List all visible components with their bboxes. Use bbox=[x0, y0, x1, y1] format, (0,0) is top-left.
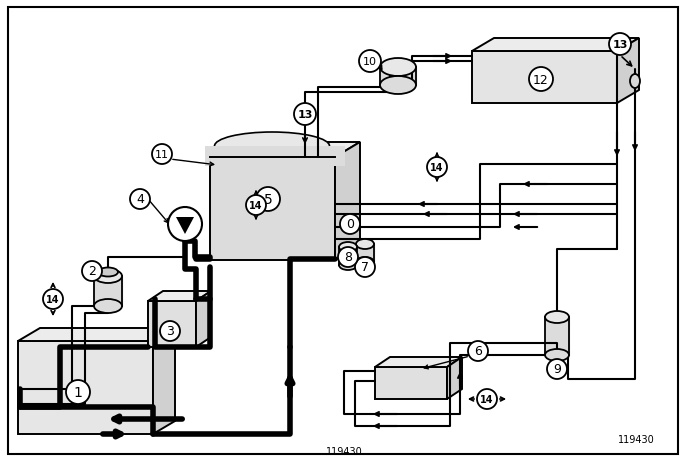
Ellipse shape bbox=[339, 260, 357, 270]
Polygon shape bbox=[545, 317, 569, 355]
Text: 13: 13 bbox=[612, 40, 627, 50]
Circle shape bbox=[338, 247, 358, 268]
Text: 5: 5 bbox=[264, 193, 272, 206]
Circle shape bbox=[160, 321, 180, 341]
Text: 10: 10 bbox=[363, 57, 377, 67]
Text: 7: 7 bbox=[361, 261, 369, 274]
Circle shape bbox=[152, 144, 172, 165]
Ellipse shape bbox=[339, 243, 357, 252]
Polygon shape bbox=[356, 244, 374, 263]
Circle shape bbox=[427, 158, 447, 178]
Polygon shape bbox=[153, 328, 175, 434]
Polygon shape bbox=[472, 39, 639, 52]
Circle shape bbox=[43, 289, 63, 309]
Text: 14: 14 bbox=[430, 163, 444, 173]
Text: 6: 6 bbox=[474, 345, 482, 358]
Circle shape bbox=[477, 389, 497, 409]
Text: 9: 9 bbox=[553, 363, 561, 375]
Circle shape bbox=[66, 380, 90, 404]
Circle shape bbox=[294, 104, 316, 126]
Polygon shape bbox=[335, 143, 360, 260]
Ellipse shape bbox=[545, 311, 569, 323]
Ellipse shape bbox=[94, 269, 122, 283]
Circle shape bbox=[355, 257, 375, 277]
Text: 13: 13 bbox=[297, 110, 312, 120]
Text: 2: 2 bbox=[88, 265, 96, 278]
Polygon shape bbox=[375, 357, 462, 367]
Ellipse shape bbox=[98, 268, 118, 277]
Ellipse shape bbox=[630, 75, 640, 89]
Polygon shape bbox=[196, 291, 211, 347]
Ellipse shape bbox=[94, 300, 122, 313]
Polygon shape bbox=[472, 52, 617, 104]
Polygon shape bbox=[339, 247, 357, 265]
Bar bbox=[205, 147, 345, 167]
Polygon shape bbox=[210, 158, 335, 260]
Text: 14: 14 bbox=[46, 294, 60, 304]
Polygon shape bbox=[176, 218, 194, 234]
Circle shape bbox=[256, 188, 280, 212]
Ellipse shape bbox=[380, 77, 416, 95]
Ellipse shape bbox=[356, 239, 374, 250]
Polygon shape bbox=[210, 143, 360, 158]
Circle shape bbox=[529, 68, 553, 92]
Circle shape bbox=[246, 195, 266, 216]
Text: 119430: 119430 bbox=[619, 434, 655, 444]
Text: 0: 0 bbox=[346, 218, 354, 231]
Polygon shape bbox=[617, 39, 639, 104]
Polygon shape bbox=[380, 68, 416, 86]
Circle shape bbox=[468, 341, 488, 361]
Text: 14: 14 bbox=[249, 200, 263, 211]
Text: 14: 14 bbox=[480, 394, 494, 404]
Ellipse shape bbox=[356, 257, 374, 268]
Circle shape bbox=[609, 34, 631, 56]
Polygon shape bbox=[148, 291, 211, 301]
Circle shape bbox=[547, 359, 567, 379]
Circle shape bbox=[82, 262, 102, 282]
Text: 12: 12 bbox=[533, 73, 549, 86]
Circle shape bbox=[359, 51, 381, 73]
Polygon shape bbox=[375, 367, 447, 399]
Circle shape bbox=[168, 207, 202, 242]
Ellipse shape bbox=[215, 133, 330, 161]
Circle shape bbox=[130, 189, 150, 210]
Text: 4: 4 bbox=[136, 193, 144, 206]
Polygon shape bbox=[148, 301, 196, 347]
Text: 8: 8 bbox=[344, 251, 352, 264]
Polygon shape bbox=[18, 328, 175, 341]
Polygon shape bbox=[94, 276, 122, 307]
Ellipse shape bbox=[380, 59, 416, 77]
Ellipse shape bbox=[545, 349, 569, 361]
Polygon shape bbox=[18, 341, 153, 434]
Circle shape bbox=[340, 214, 360, 234]
Text: 3: 3 bbox=[166, 325, 174, 338]
Text: 11: 11 bbox=[155, 150, 169, 160]
Polygon shape bbox=[447, 357, 462, 399]
Text: 119430: 119430 bbox=[325, 446, 363, 456]
Text: 1: 1 bbox=[74, 385, 83, 399]
